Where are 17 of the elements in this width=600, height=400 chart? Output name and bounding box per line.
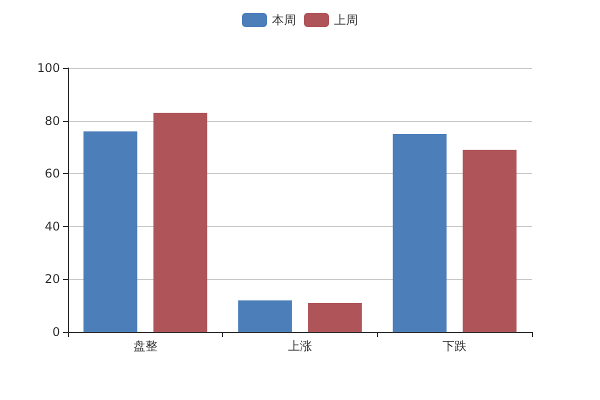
legend-label: 本周 [272,13,296,27]
y-tick-label: 0 [52,325,60,339]
bar [462,150,517,332]
y-tick-label: 20 [44,272,60,286]
bar [238,300,292,332]
bar [83,131,138,332]
y-tick-label: 80 [44,114,60,128]
bar [153,112,208,332]
y-tick-label: 40 [44,219,60,234]
legend-label: 上周 [334,13,358,27]
x-tick-label: 下跌 [442,339,467,353]
bar [392,134,447,332]
y-tick-label: 60 [44,166,60,181]
y-tick-label: 100 [37,61,60,75]
x-tick-label: 上涨 [288,339,312,353]
bar [308,302,362,332]
x-tick-label: 盘整 [133,339,158,353]
